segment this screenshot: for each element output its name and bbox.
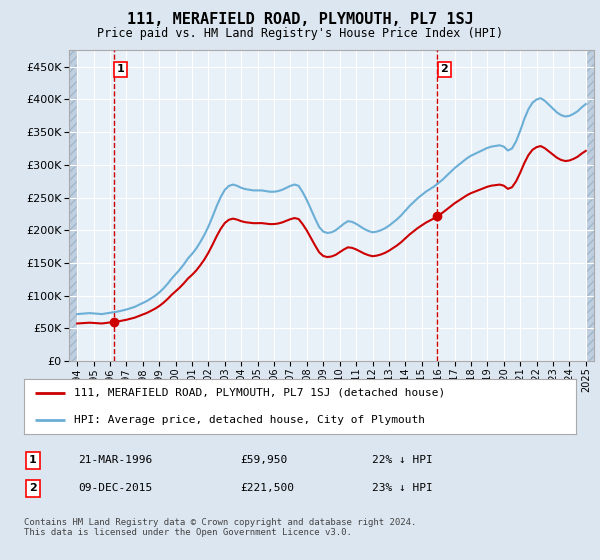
Text: 1: 1 bbox=[29, 455, 37, 465]
Text: £221,500: £221,500 bbox=[240, 483, 294, 493]
Bar bbox=[69, 50, 77, 361]
Text: 1: 1 bbox=[117, 64, 125, 74]
Text: 21-MAR-1996: 21-MAR-1996 bbox=[78, 455, 152, 465]
Text: £59,950: £59,950 bbox=[240, 455, 287, 465]
Text: 09-DEC-2015: 09-DEC-2015 bbox=[78, 483, 152, 493]
Text: Contains HM Land Registry data © Crown copyright and database right 2024.
This d: Contains HM Land Registry data © Crown c… bbox=[24, 518, 416, 538]
Text: 2: 2 bbox=[29, 483, 37, 493]
Text: Price paid vs. HM Land Registry's House Price Index (HPI): Price paid vs. HM Land Registry's House … bbox=[97, 27, 503, 40]
Text: 2: 2 bbox=[440, 64, 448, 74]
Text: 22% ↓ HPI: 22% ↓ HPI bbox=[372, 455, 433, 465]
Text: HPI: Average price, detached house, City of Plymouth: HPI: Average price, detached house, City… bbox=[74, 416, 425, 425]
Bar bbox=[586, 50, 594, 361]
Text: 111, MERAFIELD ROAD, PLYMOUTH, PL7 1SJ: 111, MERAFIELD ROAD, PLYMOUTH, PL7 1SJ bbox=[127, 12, 473, 27]
Text: 111, MERAFIELD ROAD, PLYMOUTH, PL7 1SJ (detached house): 111, MERAFIELD ROAD, PLYMOUTH, PL7 1SJ (… bbox=[74, 388, 445, 398]
Text: 23% ↓ HPI: 23% ↓ HPI bbox=[372, 483, 433, 493]
